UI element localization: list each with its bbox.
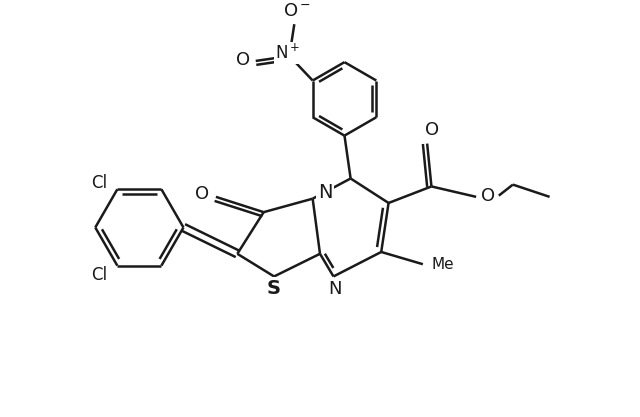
Text: O: O	[425, 121, 439, 139]
Text: Cl: Cl	[91, 174, 107, 192]
Text: N: N	[317, 183, 332, 202]
Text: Me: Me	[431, 257, 454, 272]
Text: O: O	[481, 187, 495, 205]
Text: N$^+$: N$^+$	[275, 43, 301, 63]
Text: O: O	[195, 185, 209, 203]
Text: S: S	[267, 279, 281, 298]
Text: N: N	[328, 280, 342, 298]
Text: O$^-$: O$^-$	[284, 2, 312, 20]
Text: Cl: Cl	[91, 266, 107, 284]
Text: O: O	[236, 51, 250, 69]
